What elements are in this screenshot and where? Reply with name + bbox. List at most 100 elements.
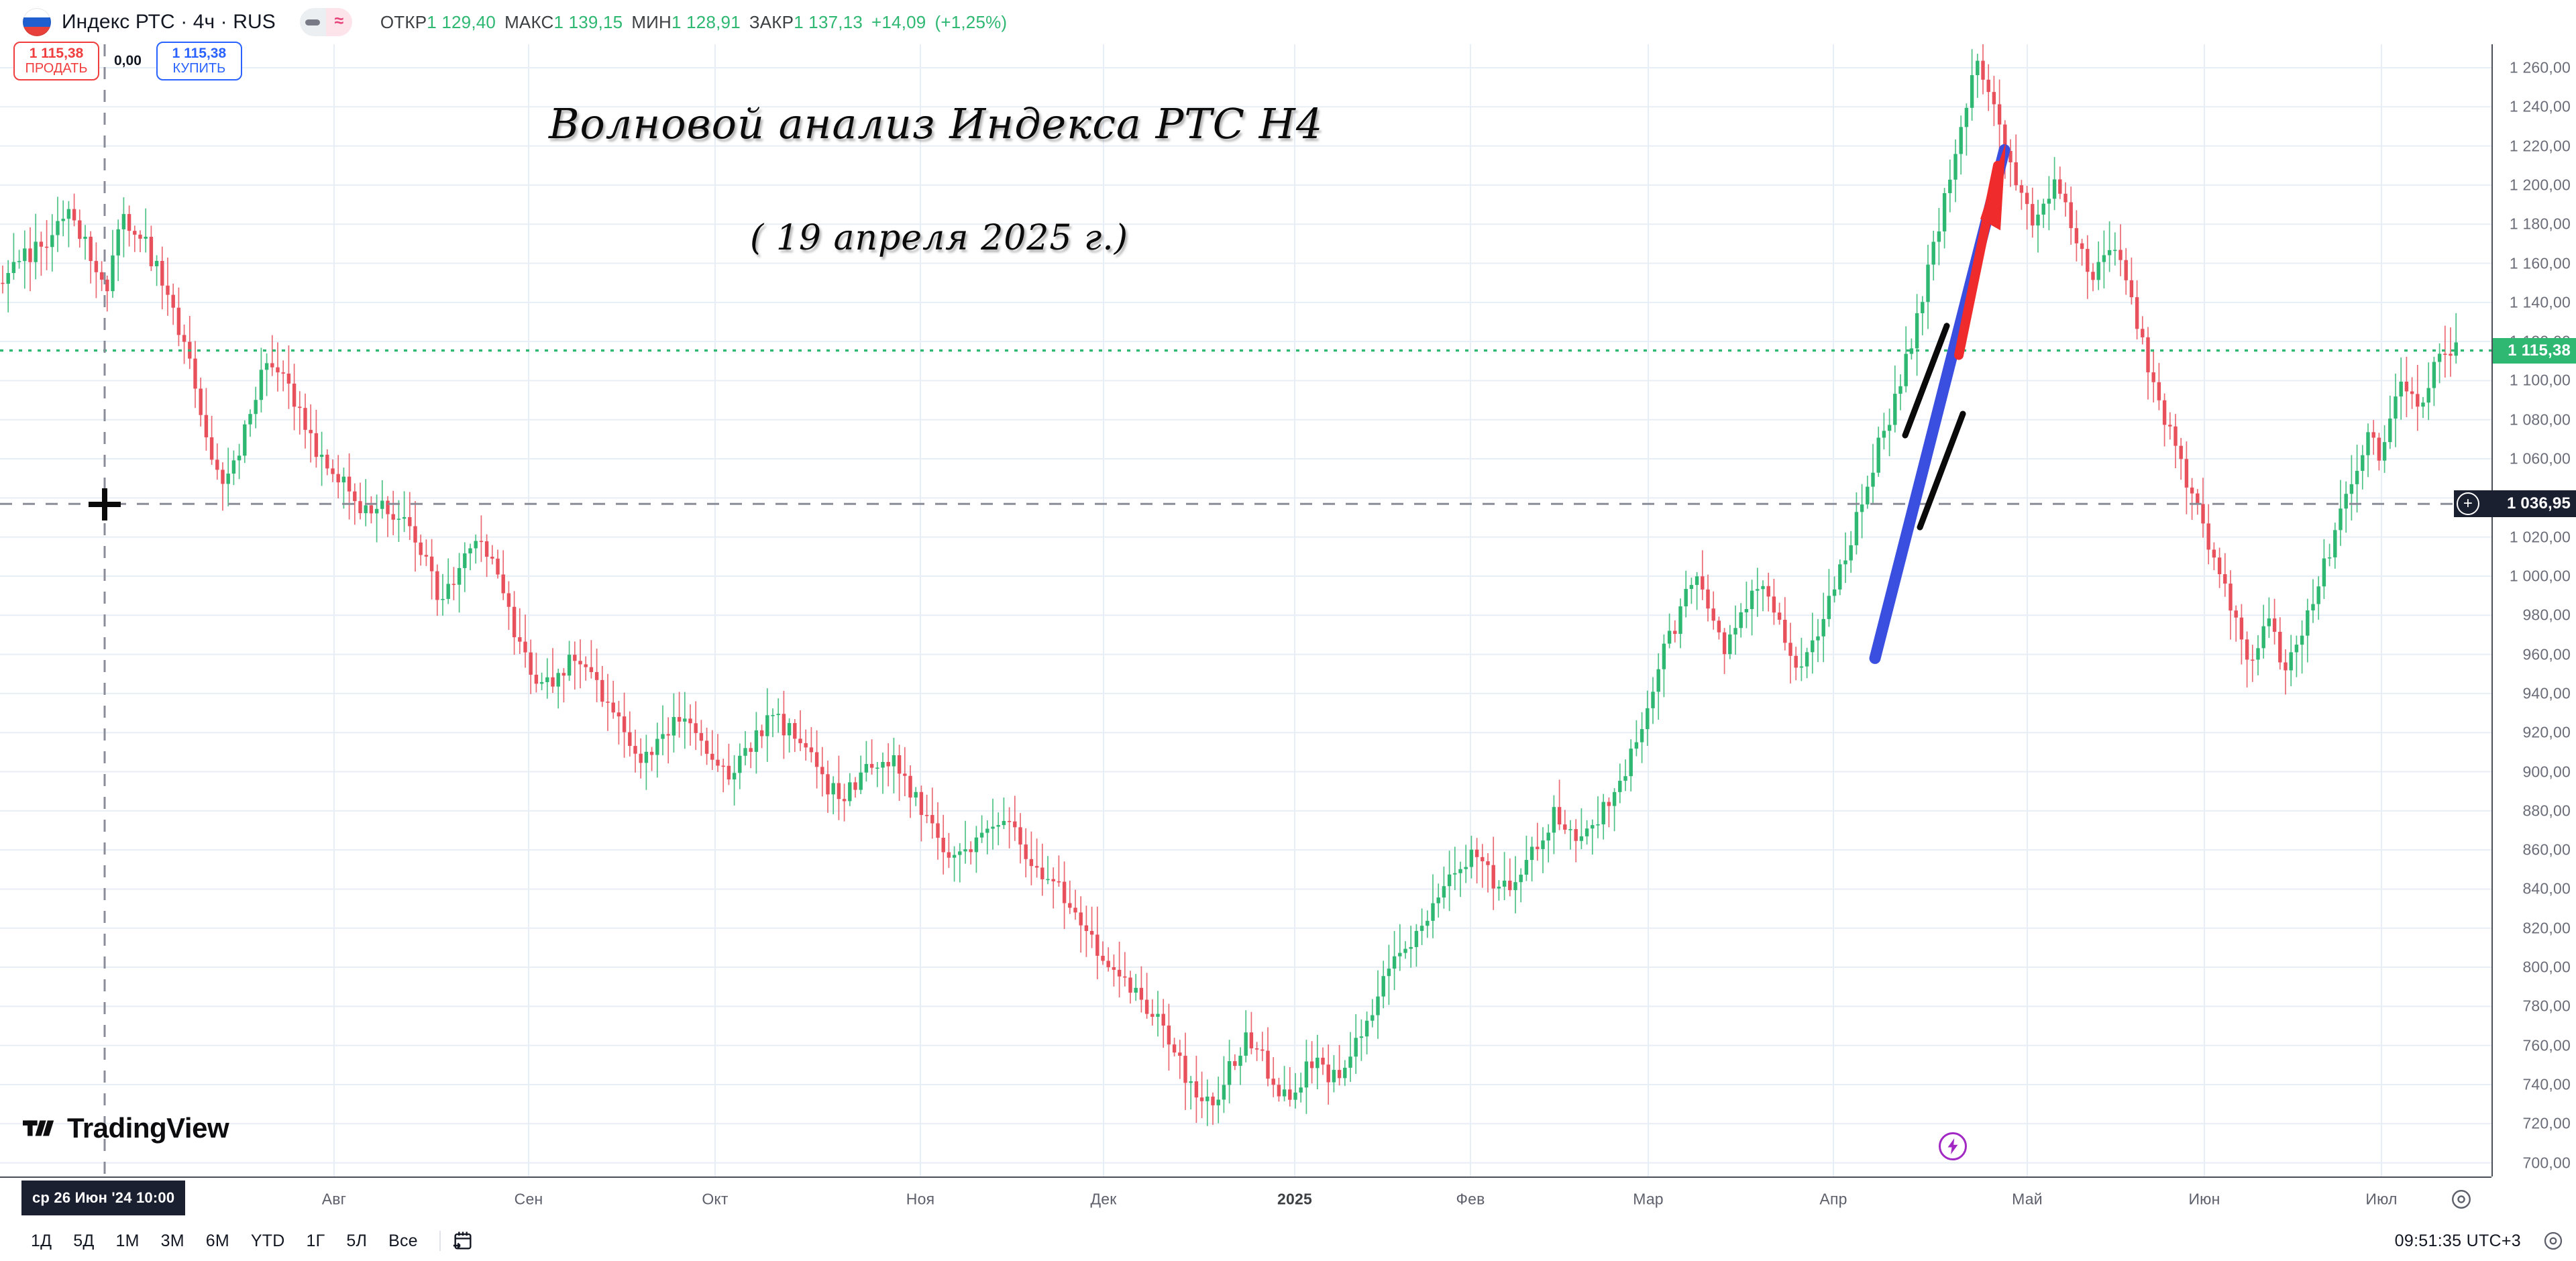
price-axis-tick: 1 080,00 (2509, 410, 2571, 429)
calendar-goto-icon[interactable] (451, 1229, 474, 1252)
chart-settings-icon[interactable] (2450, 1188, 2473, 1211)
change-percent: (+1,25%) (934, 11, 1008, 32)
crosshair-cursor-icon (89, 488, 121, 520)
price-axis-tick: 860,00 (2522, 840, 2571, 859)
trade-widget: 1 115,38 ПРОДАТЬ 0,00 1 115,38 КУПИТЬ (13, 42, 242, 80)
sell-label: ПРОДАТЬ (25, 60, 88, 76)
time-axis-tick: Мар (1633, 1190, 1664, 1208)
grid-lines (0, 44, 2491, 1176)
price-axis-tick: 1 020,00 (2509, 528, 2571, 546)
price-axis-tick: 740,00 (2522, 1075, 2571, 1093)
time-axis-tick: Май (2012, 1190, 2043, 1208)
price-axis-tick: 960,00 (2522, 645, 2571, 663)
sell-price: 1 115,38 (29, 46, 84, 62)
chart-style-toggle[interactable]: ≈ (299, 8, 352, 36)
price-axis-tick: 940,00 (2522, 684, 2571, 702)
price-axis[interactable]: 1 260,00 1 240,00 1 220,00 1 200,00 1 180,00… (2454, 0, 2576, 1176)
chart-header: Индекс РТС · 4ч · RUS ≈ ОТКР1 129,40 МАКС… (0, 0, 2576, 44)
time-axis-tick: Июл (2365, 1190, 2398, 1208)
earnings-event-marker[interactable] (1939, 1132, 1967, 1160)
time-range-buttons[interactable]: 1Д 5Д 1М 3М 6М YTD 1Г 5Л Все (20, 1229, 429, 1254)
range-button-1д[interactable]: 1Д (31, 1231, 52, 1250)
range-button-5л[interactable]: 5Л (346, 1231, 368, 1250)
price-axis-tick: 920,00 (2522, 723, 2571, 741)
channel-lower-line[interactable] (1917, 410, 1966, 531)
price-axis-tick: 1 200,00 (2509, 176, 2571, 194)
price-axis-tick: 820,00 (2522, 919, 2571, 937)
price-axis-tick: 1 060,00 (2509, 449, 2571, 468)
line-style-icon[interactable] (299, 8, 326, 36)
spread-value: 0,00 (114, 53, 142, 68)
tradingview-wordmark: TradingView (67, 1112, 229, 1144)
tradingview-watermark: TradingView (23, 1112, 229, 1144)
toolbar-gear-icon[interactable] (2542, 1230, 2564, 1252)
crosshair-time-badge: ср 26 Июн '24 10:00 (21, 1181, 186, 1215)
toolbar-divider (439, 1231, 441, 1251)
crosshair-price-badge: +1 036,95 (2454, 490, 2576, 518)
crosshair-price-value: 1 036,95 (2506, 494, 2571, 513)
tradingview-logo-icon (23, 1120, 54, 1136)
price-axis-tick: 980,00 (2522, 606, 2571, 624)
price-axis-tick: 800,00 (2522, 958, 2571, 976)
price-axis-tick: 780,00 (2522, 997, 2571, 1015)
close-value: 1 137,13 (794, 11, 863, 32)
range-button-все[interactable]: Все (388, 1231, 418, 1250)
time-axis-tick: Фев (1456, 1190, 1485, 1208)
chart-title-annotation: Волновой анализ Индекса РТС H4 (549, 99, 1324, 148)
time-axis-tick: Апр (1819, 1190, 1847, 1208)
low-value: 1 128,91 (672, 11, 741, 32)
buy-label: КУПИТЬ (172, 60, 226, 76)
range-button-ytd[interactable]: YTD (250, 1231, 285, 1250)
time-axis-tick: Дек (1090, 1190, 1117, 1208)
price-axis-tick: 880,00 (2522, 802, 2571, 820)
price-axis-tick: 840,00 (2522, 879, 2571, 897)
range-button-3м[interactable]: 3М (160, 1231, 184, 1250)
time-axis[interactable]: Авг Сен Окт Ноя Дек 2025 Фев Мар Апр Май Июн Июл ср … (0, 1176, 2491, 1221)
price-axis-tick: 720,00 (2522, 1114, 2571, 1132)
close-label: ЗАКР (749, 11, 794, 32)
price-axis-tick: 1 160,00 (2509, 254, 2571, 272)
price-axis-tick: 760,00 (2522, 1036, 2571, 1054)
chart-date-annotation: ( 19 апреля 2025 г.) (750, 218, 1129, 258)
session-clock: 09:51:35 UTC+3 (2394, 1231, 2521, 1250)
time-axis-tick: Ноя (906, 1190, 935, 1208)
projection-arrow-head (1980, 142, 2006, 231)
lightning-icon (1947, 1138, 1958, 1154)
low-label: МИН (631, 11, 672, 32)
time-axis-tick: Авг (321, 1190, 347, 1208)
russia-flag-icon (23, 8, 51, 36)
price-axis-tick: 1 260,00 (2509, 58, 2571, 76)
time-axis-tick: 2025 (1277, 1190, 1312, 1208)
high-value: 1 139,15 (553, 11, 623, 32)
time-axis-tick: Окт (702, 1190, 729, 1208)
symbol-title[interactable]: Индекс РТС · 4ч · RUS (62, 11, 276, 33)
price-axis-tick: 1 000,00 (2509, 567, 2571, 585)
bottom-toolbar: 1Д 5Д 1М 3М 6М YTD 1Г 5Л Все 09:51:35 UTC+3 (0, 1221, 2576, 1261)
buy-button[interactable]: 1 115,38 КУПИТЬ (156, 42, 242, 80)
current-price-badge[interactable]: 1 115,38 (2493, 337, 2576, 364)
range-button-5д[interactable]: 5Д (73, 1231, 95, 1250)
range-button-1м[interactable]: 1М (115, 1231, 140, 1250)
time-axis-tick: Сен (514, 1190, 543, 1208)
channel-upper-line[interactable] (1902, 323, 1950, 439)
chart-pane[interactable] (0, 44, 2491, 1176)
sell-button[interactable]: 1 115,38 ПРОДАТЬ (13, 42, 99, 80)
add-alert-plus-icon[interactable]: + (2457, 492, 2479, 516)
high-label: МАКС (504, 11, 554, 32)
range-button-6м[interactable]: 6М (205, 1231, 229, 1250)
candlestick-chart[interactable] (0, 44, 2491, 1176)
price-axis-tick: 700,00 (2522, 1154, 2571, 1172)
open-label: ОТКР (380, 11, 427, 32)
price-axis-tick: 900,00 (2522, 763, 2571, 781)
price-axis-tick: 1 100,00 (2509, 371, 2571, 389)
price-axis-tick: 1 240,00 (2509, 97, 2571, 115)
range-button-1г[interactable]: 1Г (306, 1231, 325, 1250)
wave-analysis-drawings[interactable] (1869, 45, 2010, 664)
price-axis-tick: 1 140,00 (2509, 293, 2571, 311)
price-axis-tick: 1 220,00 (2509, 137, 2571, 155)
ohlc-readout: ОТКР1 129,40 МАКС1 139,15 МИН1 128,91 ЗАКР1… (380, 12, 1007, 33)
wave-style-icon[interactable]: ≈ (325, 8, 352, 36)
open-value: 1 129,40 (427, 11, 496, 32)
price-axis-tick: 1 180,00 (2509, 215, 2571, 233)
